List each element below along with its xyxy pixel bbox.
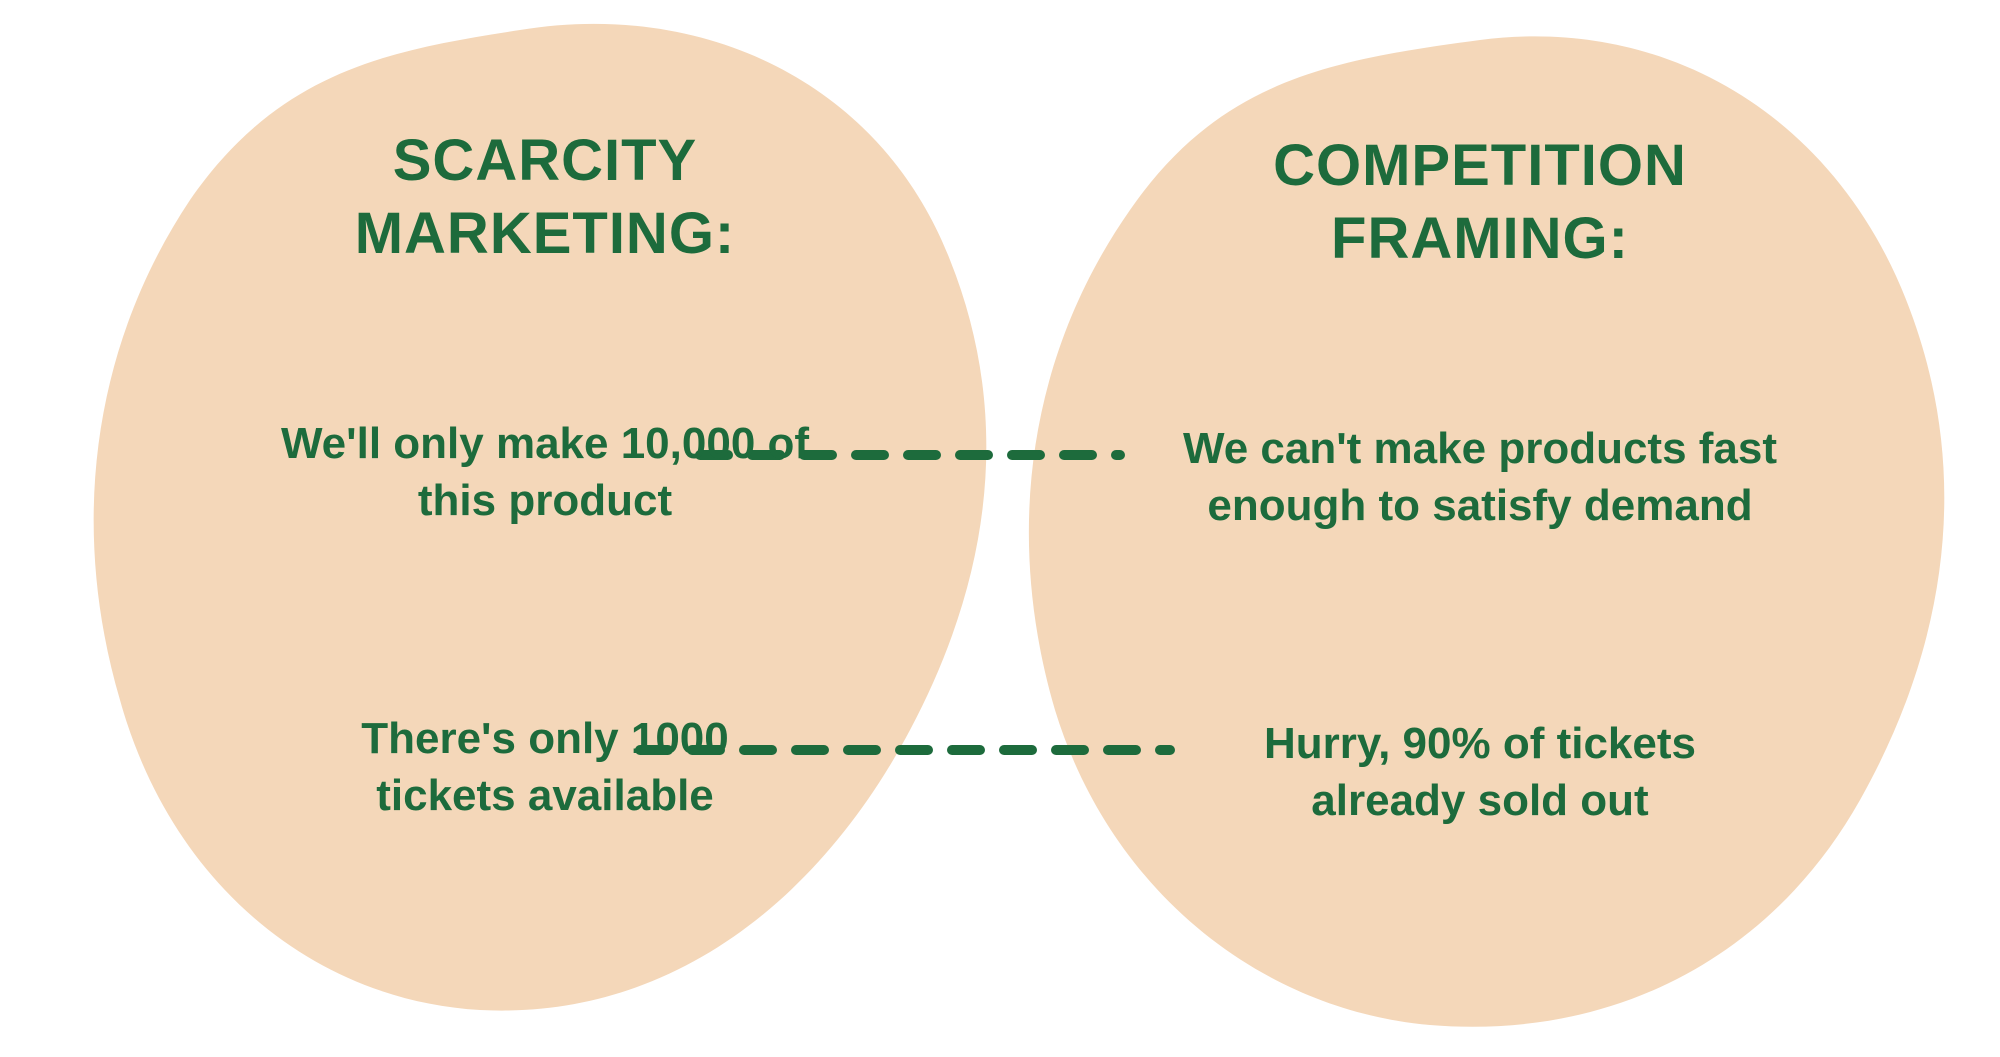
left-title: SCARCITY MARKETING:: [355, 125, 736, 270]
left-item-1: We'll only make 10,000 of this product: [80, 415, 1010, 529]
right-item-1-line1: We can't make products fast: [1010, 420, 1950, 477]
right-item-2-line2: already sold out: [1010, 772, 1950, 829]
right-item-1-line2: enough to satisfy demand: [1010, 477, 1950, 534]
left-item-1-line1: We'll only make 10,000 of: [80, 415, 1010, 472]
left-item-1-line2: this product: [80, 472, 1010, 529]
left-item-2-line1: There's only 1000: [80, 710, 1010, 767]
left-title-line2: MARKETING:: [355, 198, 736, 271]
left-item-2: There's only 1000 tickets available: [80, 710, 1010, 824]
left-title-line1: SCARCITY: [355, 125, 736, 198]
right-title: COMPETITION FRAMING:: [1273, 130, 1687, 275]
right-item-2: Hurry, 90% of tickets already sold out: [1010, 715, 1950, 829]
left-item-2-line2: tickets available: [80, 767, 1010, 824]
right-item-1: We can't make products fast enough to sa…: [1010, 420, 1950, 534]
right-title-line1: COMPETITION: [1273, 130, 1687, 203]
right-title-line2: FRAMING:: [1273, 203, 1687, 276]
left-blob: SCARCITY MARKETING: We'll only make 10,0…: [80, 10, 1010, 1040]
right-blob: COMPETITION FRAMING: We can't make produ…: [1010, 30, 1950, 1040]
right-item-2-line1: Hurry, 90% of tickets: [1010, 715, 1950, 772]
